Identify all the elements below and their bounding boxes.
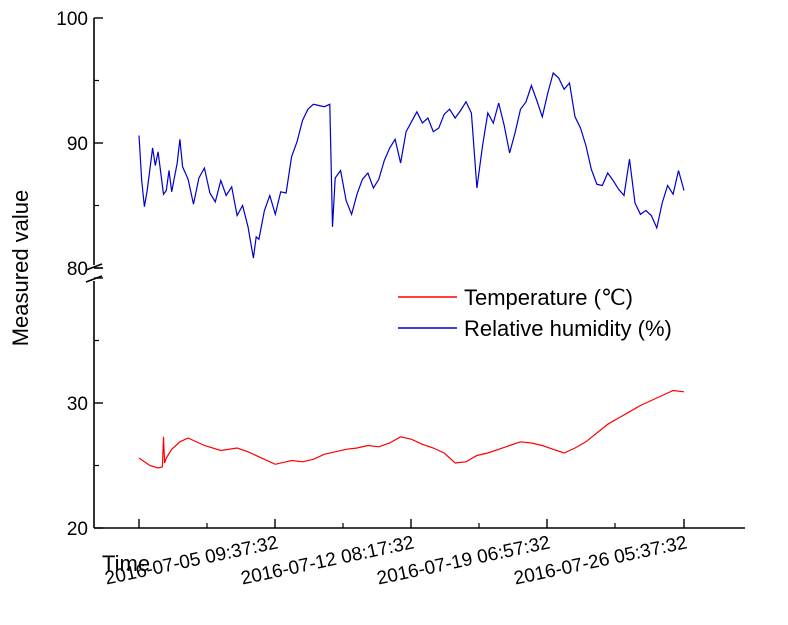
legend-label-humidity: Relative humidity (%) — [464, 316, 672, 341]
series-line-humidity — [138, 71, 685, 259]
y-tick-label: 30 — [67, 394, 88, 415]
x-axis-title: Time — [102, 551, 150, 576]
series-line-temperature — [138, 389, 685, 469]
y-tick-label: 20 — [67, 519, 88, 540]
y-tick-label: 100 — [56, 9, 88, 30]
legend-label-temperature: Temperature (℃) — [464, 285, 633, 310]
axis-break-mark — [85, 263, 103, 271]
legend: Temperature (℃) Relative humidity (%) — [398, 285, 672, 341]
axis-break-mark — [85, 275, 103, 283]
y-tick-label: 80 — [67, 259, 88, 280]
y-axis-title: Measured value — [8, 190, 33, 347]
y-tick-label: 90 — [67, 134, 88, 155]
y-ticks: 80 90 100 20 30 — [56, 9, 103, 540]
